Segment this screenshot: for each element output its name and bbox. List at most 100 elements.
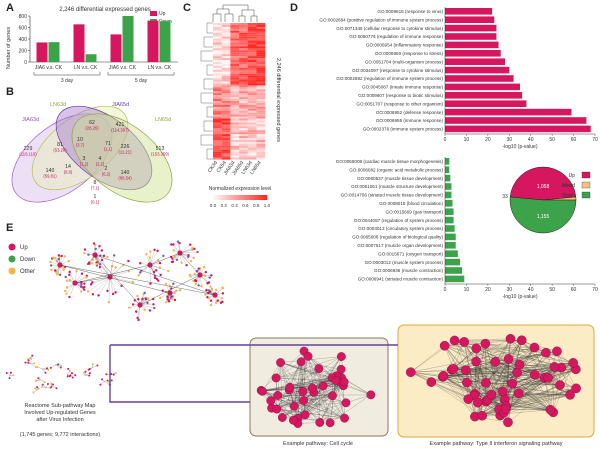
cell-cycle-edge [297, 394, 371, 419]
network-node [136, 294, 139, 298]
cell-cycle-node [296, 357, 306, 367]
chart-a-ytick-label: 200 [19, 48, 28, 54]
heatmap-cell [256, 32, 266, 35]
network-node [75, 270, 78, 273]
heatmap-cell [256, 140, 266, 143]
interferon-edge [506, 388, 577, 406]
network-edge [149, 264, 169, 272]
network-node [137, 274, 140, 277]
heatmap-cell [213, 40, 222, 43]
heatmap-cell [247, 83, 257, 86]
heatmap-cell [256, 91, 266, 94]
network-node [158, 266, 162, 269]
panel-label-a: A [6, 2, 14, 14]
interferon-node [507, 378, 518, 389]
heatmap-cell [247, 28, 257, 31]
network-node [81, 286, 85, 289]
heatmap-cell [239, 99, 248, 102]
heatmap-cell [213, 130, 222, 133]
heatmap-cell [247, 89, 257, 92]
network-node [159, 296, 162, 299]
heatmap-cell [213, 153, 222, 156]
network-node [62, 268, 65, 272]
venn-region-updown: (114,307) [111, 128, 129, 133]
connector-cell-cycle [109, 345, 250, 403]
network-node [178, 289, 182, 292]
heatmap-cell [213, 52, 222, 55]
network-node [80, 283, 83, 286]
go-bar [445, 66, 510, 74]
heatmap-cell [230, 99, 240, 102]
go-term-label: GO:0008015 (blood circulation) [379, 201, 443, 206]
heatmap-cell [230, 122, 240, 125]
interferon-node [449, 335, 460, 346]
venn-label-jia63d: JIA63d [22, 117, 39, 123]
venn-region-count: 226 [121, 144, 130, 150]
heatmap-cell [213, 134, 222, 137]
subnetwork-node [44, 371, 47, 374]
heatmap-cell [239, 36, 248, 39]
network-node [200, 284, 203, 288]
heatmap-cell [230, 87, 240, 90]
heatmap-legend-step [213, 195, 216, 200]
heatmap-cell [247, 138, 257, 141]
heatmap-cell [256, 42, 266, 45]
heatmap-cell [239, 95, 248, 98]
heatmap-cell [256, 67, 266, 70]
venn-region-count: 81 [57, 142, 63, 148]
heatmap-cell [213, 118, 222, 121]
chart-a-bar [73, 24, 85, 62]
heatmap-cell [256, 24, 266, 27]
interferon-edge [485, 343, 574, 363]
go-bar [445, 75, 514, 82]
heatmap-cell [256, 132, 266, 135]
venn-region-updown: (2,2) [96, 162, 105, 167]
heatmap-cell [247, 102, 257, 105]
interferon-node [514, 359, 525, 370]
go-bar [445, 100, 527, 107]
heatmap-cell [221, 60, 231, 63]
network-node [210, 274, 213, 277]
heatmap-cell [239, 145, 248, 148]
network-node [194, 282, 198, 286]
venn-diagram: JIA63d LN63d JIA65d LN65d 229(110,119) 62… [11, 102, 173, 205]
heatmap-cell [239, 46, 248, 49]
interferon-edge [507, 369, 576, 423]
heatmap-cell [239, 124, 248, 127]
network-node [204, 270, 208, 274]
network-node [67, 259, 70, 263]
heatmap-cell [213, 60, 222, 63]
network-node [52, 256, 55, 259]
heatmap-cell [230, 54, 240, 57]
heatmap-cell [247, 60, 257, 63]
heatmap-legend-step [257, 195, 260, 200]
pie-legend-label: Up [569, 173, 576, 179]
heatmap-cell [239, 157, 248, 160]
heatmap-cell [247, 65, 257, 68]
subnetwork-node [5, 371, 8, 374]
interferon-edge [544, 377, 551, 410]
go-term-label: GO:0003013 (circulatory system process) [358, 226, 443, 231]
network-edge [92, 276, 111, 283]
network-edge [91, 276, 111, 285]
heatmap-cell [256, 141, 266, 144]
interferon-edge [466, 352, 546, 383]
go-bar [445, 183, 452, 190]
go-bar [445, 58, 505, 65]
heatmap-cell [221, 81, 231, 84]
heatmap-cell [256, 116, 266, 119]
heatmap-cell [247, 120, 257, 123]
interferon-edge [444, 345, 477, 362]
network-node [63, 255, 67, 258]
interferon-node [461, 365, 471, 375]
heatmap-cell [247, 104, 257, 107]
pie-value-label: 1,058 [537, 184, 550, 190]
heatmap-cell [239, 48, 248, 51]
network-node [111, 292, 115, 296]
heatmap-cell [256, 83, 266, 86]
cell-cycle-node [318, 381, 328, 391]
cell-cycle-node [331, 376, 341, 385]
network-node [54, 256, 57, 260]
network-node [221, 287, 225, 290]
heatmap-legend-step [245, 195, 248, 200]
